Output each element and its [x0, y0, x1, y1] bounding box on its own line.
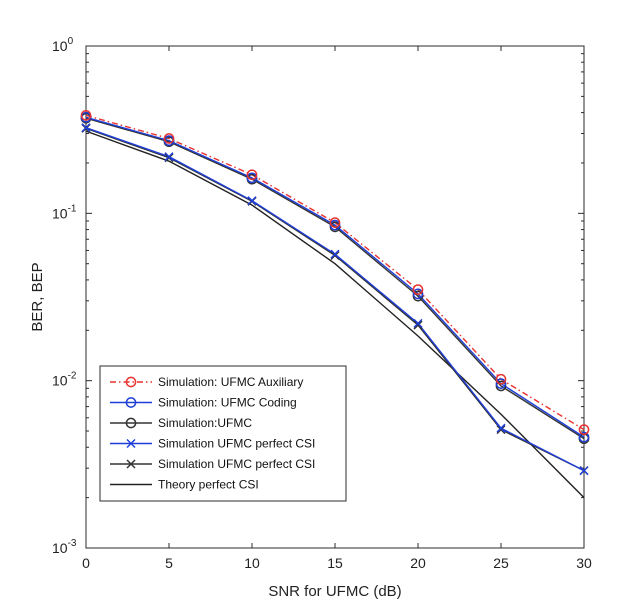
- y-tick-label: 100: [52, 36, 74, 54]
- x-tick-label: 20: [410, 555, 426, 571]
- data-point-s5: [496, 425, 506, 435]
- legend-entry-label: Simulation UFMC perfect CSI: [158, 437, 315, 451]
- data-point-s1: [246, 169, 258, 181]
- legend-swatch-marker: [125, 417, 137, 429]
- data-point-s4: [81, 123, 91, 133]
- y-tick-exponent: -3: [68, 538, 77, 549]
- x-tick-label: 15: [327, 555, 343, 571]
- data-point-s4: [247, 196, 257, 206]
- data-point-s1: [80, 110, 92, 121]
- legend-entry-label: Simulation: UFMC Coding: [158, 396, 297, 410]
- y-tick-label: 10-1: [52, 203, 77, 221]
- legend-swatch-marker: [125, 376, 137, 388]
- y-axis-label: BER, BEP: [29, 262, 46, 331]
- data-point-s1: [495, 373, 507, 385]
- y-tick-exponent: -1: [68, 203, 77, 214]
- x-tick-label: 25: [493, 555, 509, 571]
- legend-entry-label: Simulation: UFMC Auxiliary: [158, 375, 303, 389]
- legend-entry-label: Simulation:UFMC: [158, 416, 252, 430]
- series-markers: [80, 110, 590, 476]
- y-tick-base: 10: [52, 373, 68, 389]
- x-tick-label: 5: [165, 555, 173, 571]
- data-point-s5: [413, 320, 423, 330]
- data-point-s2: [495, 378, 507, 389]
- x-axis-label: SNR for UFMC (dB): [268, 583, 401, 600]
- data-point-s4: [579, 466, 589, 476]
- data-point-s1: [578, 424, 590, 435]
- legend-entry-label: Theory perfect CSI: [158, 478, 259, 492]
- x-tick-label: 10: [244, 555, 260, 571]
- data-point-s1: [412, 284, 424, 295]
- data-point-s5: [330, 250, 340, 261]
- data-point-s1: [329, 217, 341, 228]
- y-tick-base: 10: [52, 205, 68, 221]
- data-point-s2: [578, 431, 590, 443]
- data-point-s4: [164, 152, 174, 162]
- legend-swatch-marker: [126, 438, 136, 449]
- legend-box: [99, 365, 347, 502]
- y-tick-exponent: -2: [68, 371, 77, 382]
- series-line-6: [85, 130, 585, 499]
- data-point-s2: [246, 172, 258, 184]
- y-tick-label: 10-2: [52, 371, 77, 389]
- x-tick-label: 0: [82, 555, 90, 571]
- data-point-s4: [330, 249, 340, 259]
- legend-swatch-marker: [126, 459, 136, 469]
- legend-swatch-marker: [125, 397, 137, 408]
- y-tick-base: 10: [52, 38, 68, 54]
- data-point-s4: [413, 318, 423, 328]
- x-tick-label: 30: [576, 555, 592, 571]
- legend-entry-label: Simulation UFMC perfect CSI: [158, 457, 315, 471]
- y-tick-exponent: 0: [68, 36, 74, 47]
- data-point-s4: [496, 423, 506, 433]
- legend: Simulation: UFMC Auxiliary Simulation: UF…: [99, 365, 347, 502]
- y-tick-label: 10-3: [52, 538, 77, 556]
- data-point-s1: [163, 133, 175, 144]
- data-point-s2: [412, 288, 424, 300]
- y-tick-base: 10: [52, 540, 68, 556]
